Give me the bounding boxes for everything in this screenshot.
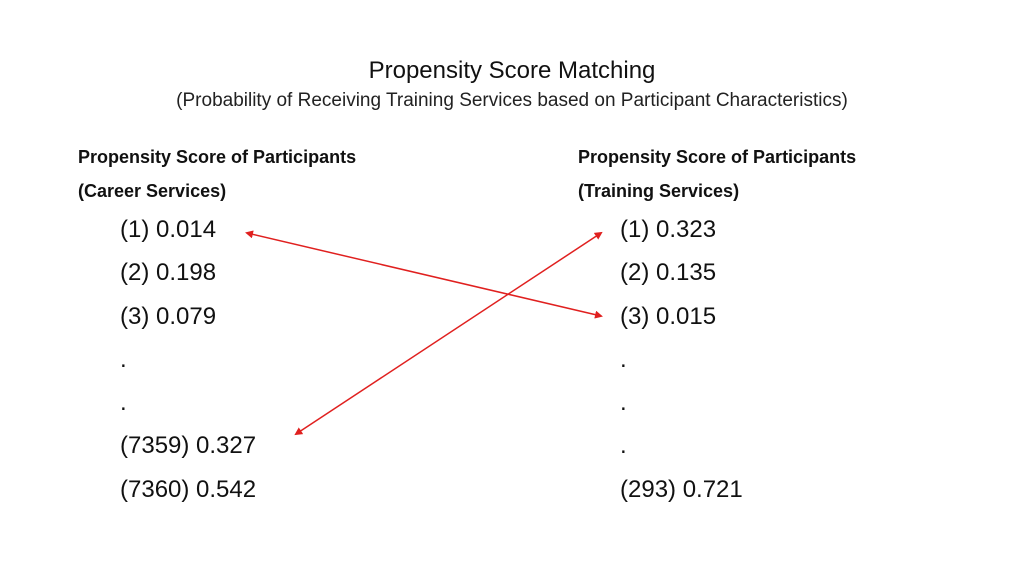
slide-subtitle: (Probability of Receiving Training Servi… <box>176 90 848 111</box>
list-item: (1) 0.323 <box>620 216 717 243</box>
list-item: (293) 0.721 <box>620 475 743 503</box>
list-item: . <box>620 345 627 373</box>
right-column-heading: Propensity Score of Participants (Traini… <box>578 145 856 213</box>
list-item: . <box>120 345 127 373</box>
left-heading-line1: Propensity Score of Participants <box>78 147 357 167</box>
career-services-score-list: (1) 0.014 (2) 0.198 (3) 0.079 . . (7359)… <box>120 215 256 518</box>
list-item: . <box>620 389 627 417</box>
list-item: (2) 0.135 <box>620 259 717 287</box>
list-item: (3) 0.015 <box>620 302 717 330</box>
list-item: (1) 0.014 <box>120 216 217 243</box>
training-services-score-list: (1) 0.323 (2) 0.135 (3) 0.015 . . . (293… <box>620 215 743 518</box>
match-arrow-1-to-3 <box>245 230 603 319</box>
left-heading-line2: (Career Services) <box>78 181 227 201</box>
left-column-heading: Propensity Score of Participants (Career… <box>78 145 356 213</box>
list-item: (2) 0.198 <box>120 259 217 287</box>
list-item: (7360) 0.542 <box>120 475 257 503</box>
right-heading-line2: (Training Services) <box>578 181 740 201</box>
match-arrow-7359-to-1 <box>294 231 603 436</box>
list-item: (7359) 0.327 <box>120 432 257 460</box>
list-item: . <box>620 432 627 460</box>
list-item: . <box>120 389 127 417</box>
right-heading-line1: Propensity Score of Participants <box>578 147 857 167</box>
slide-title: Propensity Score Matching <box>368 57 656 84</box>
list-item: (3) 0.079 <box>120 302 217 330</box>
